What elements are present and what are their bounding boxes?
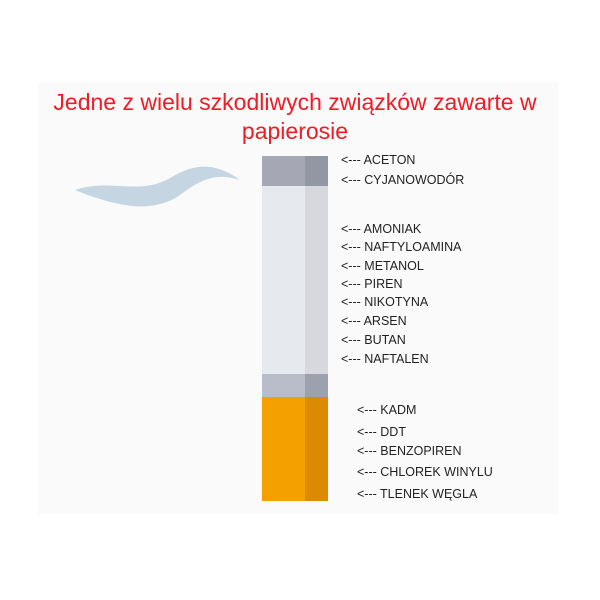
cigarette-filter-shade [305, 397, 328, 501]
arrow-left-icon: <--- [341, 295, 361, 309]
arrow-left-icon: <--- [341, 314, 361, 328]
compound-name: TLENEK WĘGLA [380, 487, 478, 501]
compound-name: NAFTALEN [364, 352, 429, 366]
cigarette-paper [262, 186, 305, 374]
compound-name: ARSEN [363, 314, 407, 328]
cigarette-ash-shade [305, 156, 328, 186]
compound-name: BUTAN [364, 333, 406, 347]
compound-label: <--- NAFTALEN [341, 352, 429, 366]
cigarette-band-shade [305, 374, 328, 397]
arrow-left-icon: <--- [341, 222, 361, 236]
compound-label: <--- METANOL [341, 259, 424, 273]
compound-label: <--- NAFTYLOAMINA [341, 240, 462, 254]
cigarette-filter [262, 397, 305, 501]
arrow-left-icon: <--- [357, 465, 377, 479]
compound-label: <--- ARSEN [341, 314, 407, 328]
compound-name: CHLOREK WINYLU [380, 465, 493, 479]
compound-label: <--- NIKOTYNA [341, 295, 428, 309]
compound-name: METANOL [364, 259, 424, 273]
compound-label: <--- BUTAN [341, 333, 406, 347]
arrow-left-icon: <--- [341, 240, 361, 254]
compound-label: <--- TLENEK WĘGLA [357, 487, 477, 501]
arrow-left-icon: <--- [341, 153, 361, 167]
compound-name: BENZOPIREN [380, 444, 462, 458]
compound-name: AMONIAK [363, 222, 422, 236]
arrow-left-icon: <--- [357, 425, 377, 439]
compound-label: <--- CHLOREK WINYLU [357, 465, 493, 479]
compound-name: ACETON [363, 153, 416, 167]
cigarette-band [262, 374, 305, 397]
arrow-left-icon: <--- [357, 487, 377, 501]
arrow-left-icon: <--- [341, 259, 361, 273]
compound-label: <--- KADM [357, 403, 416, 417]
compound-label: <--- AMONIAK [341, 222, 421, 236]
compound-name: DDT [380, 425, 406, 439]
compound-label: <--- CYJANOWODÓR [341, 173, 464, 187]
compound-label: <--- PIREN [341, 277, 402, 291]
compound-label: <--- ACETON [341, 153, 415, 167]
arrow-left-icon: <--- [341, 277, 361, 291]
arrow-left-icon: <--- [341, 333, 361, 347]
compound-name: CYJANOWODÓR [364, 173, 465, 187]
arrow-left-icon: <--- [357, 403, 377, 417]
cigarette-ash [262, 156, 305, 186]
compound-label: <--- DDT [357, 425, 406, 439]
arrow-left-icon: <--- [341, 173, 361, 187]
compound-name: KADM [380, 403, 417, 417]
compound-name: PIREN [364, 277, 403, 291]
compound-name: NAFTYLOAMINA [364, 240, 462, 254]
cigarette-paper-shade [305, 186, 328, 374]
diagram-title: Jedne z wielu szkodliwych związków zawar… [53, 89, 537, 144]
compound-label: <--- BENZOPIREN [357, 444, 462, 458]
compound-name: NIKOTYNA [364, 295, 429, 309]
arrow-left-icon: <--- [341, 352, 361, 366]
arrow-left-icon: <--- [357, 444, 377, 458]
